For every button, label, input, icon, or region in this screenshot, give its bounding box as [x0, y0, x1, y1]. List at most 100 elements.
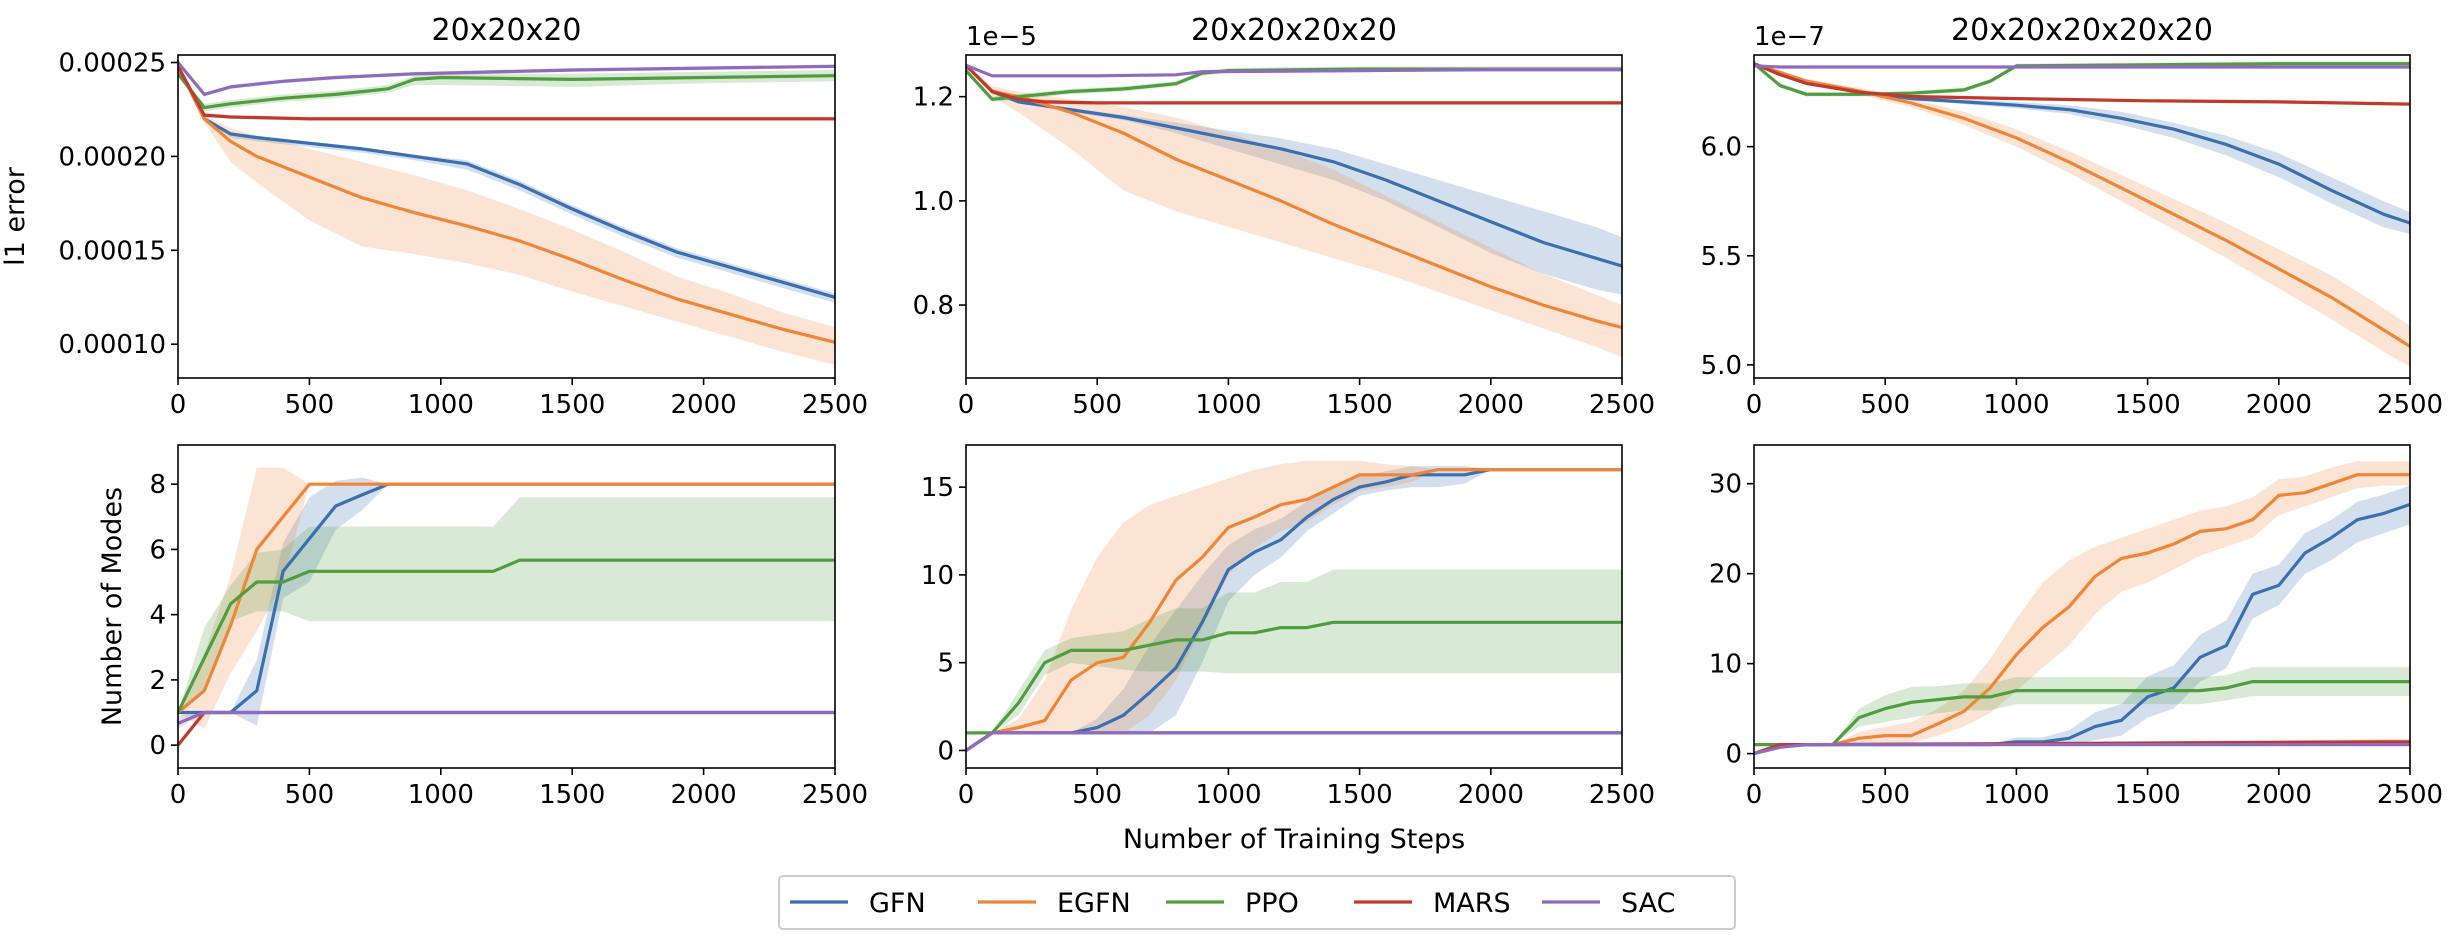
chart-4-line-ppo	[178, 558, 835, 715]
chart-6-band-egfn	[1754, 461, 2410, 754]
legend: GFN EGFN PPO MARS SAC	[778, 875, 1736, 930]
chart-4-band-sac	[178, 712, 835, 729]
legend-entries: GFN EGFN PPO MARS SAC	[790, 888, 1676, 919]
chart-3-line-ppo	[1754, 62, 2410, 96]
chart-3-title: 20x20x20x20x20	[1951, 13, 2213, 48]
chart-4-frame	[177, 444, 836, 769]
chart-6-band-gfn	[1754, 485, 2410, 754]
chart-3-xtick-label: 0	[1746, 390, 1763, 420]
chart-3-offset-text: 1e−7	[1754, 22, 1825, 52]
legend-label-sac: SAC	[1621, 888, 1676, 919]
chart-6-ytick-label: 0	[1725, 740, 1742, 770]
chart-2-xtick-label: 1000	[1195, 390, 1261, 420]
chart-4-band-ppo	[178, 497, 835, 713]
chart-4-xtick-label: 2500	[802, 780, 868, 810]
chart-2-xtick-label: 2000	[1458, 390, 1524, 420]
chart-6-line-ppo	[1754, 679, 2410, 747]
chart-3-xtick-label: 1000	[1983, 390, 2049, 420]
chart-6-line-egfn	[1754, 473, 2410, 756]
chart-6-ytick-label: 10	[1709, 650, 1742, 680]
chart-1-xtick-label: 2000	[671, 390, 737, 420]
chart-4-ytick-label: 0	[149, 731, 166, 761]
chart-6-xtick-label: 1000	[1983, 780, 2049, 810]
chart-5-xtick-label: 1000	[1195, 780, 1261, 810]
chart-2: 0 500 1000 1500 2000 2500 0.8 1.0 1.2 20x20x20x20…	[913, 13, 1655, 420]
chart-6: 0 500 1000 1500 2000 2500 0 10 20 30	[1709, 444, 2443, 810]
chart-1-ytick-label: 0.00025	[58, 49, 166, 79]
chart-4-line-mars	[178, 710, 835, 747]
chart-3-frame	[1753, 54, 2411, 379]
chart-4-ylabel: Number of Modes	[97, 487, 128, 726]
chart-2-xtick-label: 1500	[1327, 390, 1393, 420]
chart-3-xtick-label: 1500	[2115, 390, 2181, 420]
legend-label-egfn: EGFN	[1057, 888, 1131, 919]
chart-2-plot-area	[966, 63, 1622, 358]
chart-5-line-ppo	[966, 620, 1622, 735]
chart-1-frame	[177, 54, 836, 379]
chart-5-xtick-label: 1500	[1327, 780, 1393, 810]
chart-2-ytick-label: 1.0	[913, 187, 954, 217]
chart-6-xtick-label: 500	[1860, 780, 1910, 810]
chart-5-line-sac	[966, 731, 1622, 753]
chart-5-frame	[965, 444, 1623, 769]
chart-2-band-egfn	[966, 65, 1622, 358]
chart-2-ytick-label: 0.8	[913, 291, 954, 321]
chart-4-ytick-label: 4	[149, 601, 166, 631]
chart-5-ytick-label: 0	[937, 736, 954, 766]
chart-2-line-sac	[966, 63, 1622, 78]
chart-5-xtick-label: 0	[958, 780, 975, 810]
chart-5-ytick-label: 5	[937, 649, 954, 679]
chart-5-band-ppo	[966, 569, 1622, 733]
chart-6-ytick-label: 20	[1709, 560, 1742, 590]
chart-1: 0 500 1000 1500 2000 2500 0.00010 0.00015 0.0002…	[0, 13, 868, 420]
chart-3: 0 500 1000 1500 2000 2500 5.0 5.5 6.0 20x20x20x20…	[1701, 13, 2443, 420]
chart-1-xtick-label: 500	[285, 390, 335, 420]
chart-4-ytick-label: 8	[149, 470, 166, 500]
chart-2-ytick-label: 1.2	[913, 83, 954, 113]
chart-4: 0 500 1000 1500 2000 2500 0 2 4 6 8 Number of Modes	[97, 444, 868, 810]
chart-4-line-sac	[178, 710, 835, 725]
chart-2-band-gfn	[966, 65, 1622, 295]
chart-2-frame	[965, 54, 1623, 379]
chart-1-ytick-label: 0.00010	[58, 330, 166, 360]
chart-panels: 0 500 1000 1500 2000 25000.000100.000150.0002…	[0, 13, 2443, 810]
chart-3-xtick-label: 2500	[2377, 390, 2443, 420]
chart-1-band-ppo	[178, 70, 835, 112]
chart-6-ytick-label: 30	[1709, 470, 1742, 500]
chart-5-line-egfn	[966, 468, 1622, 753]
chart-5-band-mars	[966, 732, 1622, 751]
chart-2-xtick-label: 2500	[1589, 390, 1655, 420]
chart-1-xtick-label: 1500	[539, 390, 605, 420]
chart-2-xtick-label: 0	[958, 390, 975, 420]
chart-6-band-ppo	[1754, 667, 2410, 745]
chart-5-band-sac	[966, 732, 1622, 751]
chart-4-xtick-label: 1500	[539, 780, 605, 810]
chart-1-band-egfn	[178, 66, 835, 365]
chart-4-xtick-label: 0	[170, 780, 187, 810]
chart-4-ytick-label: 6	[149, 535, 166, 565]
legend-frame	[778, 875, 1736, 930]
chart-1-title: 20x20x20	[431, 13, 581, 48]
chart-3-plot-area	[1754, 61, 2410, 368]
chart-5-xtick-label: 2000	[1458, 780, 1524, 810]
legend-label-ppo: PPO	[1245, 888, 1299, 919]
chart-1-line-gfn	[178, 64, 835, 299]
chart-5-xtick-label: 2500	[1589, 780, 1655, 810]
chart-2-line-ppo	[966, 67, 1622, 101]
chart-1-xtick-label: 2500	[802, 390, 868, 420]
chart-5-band-gfn	[966, 466, 1622, 751]
chart-1-band-gfn	[178, 66, 835, 303]
chart-2-title: 20x20x20x20	[1191, 13, 1397, 48]
chart-1-xtick-label: 1000	[408, 390, 474, 420]
chart-4-plot-area	[178, 467, 835, 747]
chart-4-ytick-label: 2	[149, 666, 166, 696]
chart-2-xtick-label: 500	[1072, 390, 1122, 420]
chart-1-ytick-label: 0.00015	[58, 236, 166, 266]
chart-5: 0 500 1000 1500 2000 2500 0 5 10 15	[921, 444, 1655, 810]
chart-5-plot-area	[966, 460, 1622, 753]
chart-6-xtick-label: 1500	[2115, 780, 2181, 810]
chart-5-ytick-label: 10	[921, 561, 954, 591]
chart-4-band-mars	[178, 712, 835, 746]
chart-6-frame	[1753, 444, 2411, 769]
